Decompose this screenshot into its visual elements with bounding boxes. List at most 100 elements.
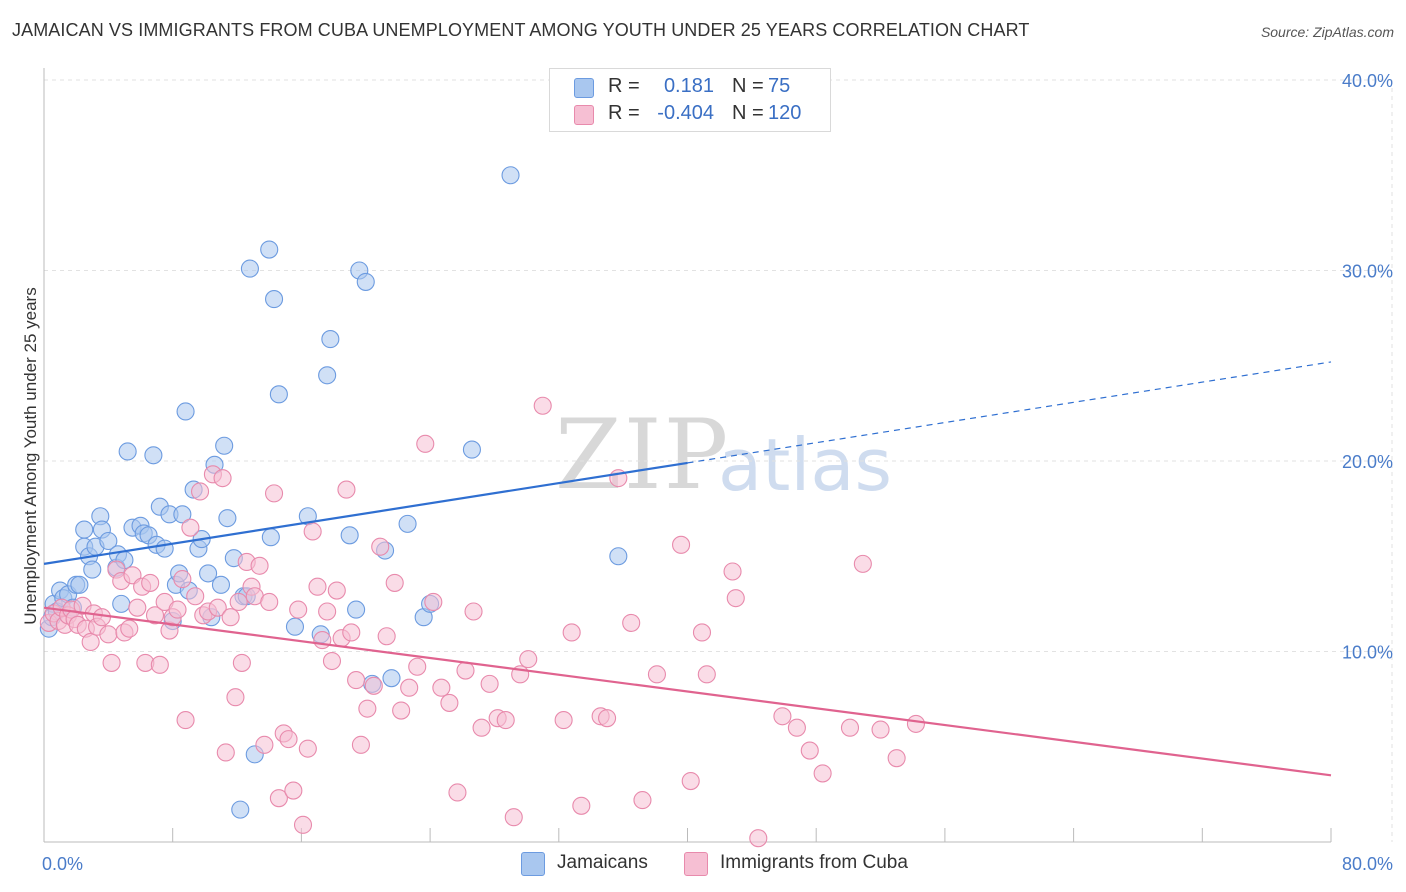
point-cuba <box>221 608 240 627</box>
point-jamaicans <box>75 520 94 539</box>
point-cuba <box>472 718 491 737</box>
series-label-cuba: Immigrants from Cuba <box>720 852 908 873</box>
point-cuba <box>787 718 806 737</box>
point-cuba <box>496 711 515 730</box>
point-cuba <box>800 741 819 760</box>
y-tick-label: 20.0% <box>1342 452 1393 472</box>
point-cuba <box>145 606 165 625</box>
point-jamaicans <box>398 514 417 533</box>
legend-row-cuba: R = -0.404 N = 120 <box>550 102 830 128</box>
source-label: Source: ZipAtlas.com <box>1260 24 1394 40</box>
point-cuba <box>726 589 745 608</box>
point-cuba <box>377 627 396 646</box>
point-jamaicans <box>83 560 102 579</box>
point-cuba <box>128 598 147 617</box>
point-cuba <box>279 730 298 749</box>
point-cuba <box>260 592 279 612</box>
point-cuba <box>519 650 538 669</box>
point-jamaicans <box>340 526 359 545</box>
legend-n-label: N = <box>732 102 764 124</box>
legend-row-jamaicans: R = 0.181 N = 75 <box>550 75 830 101</box>
legend-n-label: N = <box>732 75 764 97</box>
point-cuba <box>672 535 691 554</box>
point-cuba <box>318 602 337 621</box>
point-cuba <box>697 665 716 684</box>
trendline-jamaicans-extension <box>687 361 1332 464</box>
axis-layer <box>43 68 1332 843</box>
point-jamaicans <box>609 547 628 566</box>
legend-n-value: 75 <box>768 75 791 97</box>
point-cuba <box>99 625 118 644</box>
point-jamaicans <box>240 259 259 278</box>
point-cuba <box>298 739 317 758</box>
legend-r-value: 0.181 <box>663 75 714 97</box>
point-cuba <box>424 592 443 612</box>
point-jamaicans <box>70 575 89 594</box>
point-cuba <box>102 653 121 672</box>
point-cuba <box>749 829 768 848</box>
grid-layer <box>44 79 1393 842</box>
point-jamaicans <box>99 531 118 551</box>
point-cuba <box>293 815 313 834</box>
point-cuba <box>81 632 100 652</box>
series-legend: Jamaicans Immigrants from Cuba <box>0 852 1406 878</box>
legend-r-label: R = <box>608 75 640 97</box>
point-cuba <box>190 482 210 501</box>
point-jamaicans <box>260 240 279 259</box>
point-jamaicans <box>462 440 481 459</box>
watermark-zip: ZIP <box>555 399 730 511</box>
legend-swatch-jamaicans <box>574 78 594 98</box>
point-cuba <box>173 570 192 589</box>
chart-title: JAMAICAN VS IMMIGRANTS FROM CUBA UNEMPLO… <box>12 20 1030 40</box>
point-cuba <box>598 709 617 728</box>
point-cuba <box>181 518 200 537</box>
point-cuba <box>213 469 232 488</box>
point-cuba <box>840 718 860 737</box>
point-jamaicans <box>215 436 234 455</box>
legend-r-value: -0.404 <box>657 102 714 124</box>
point-cuba <box>92 608 111 627</box>
point-jamaicans <box>356 272 375 291</box>
point-cuba <box>313 631 332 650</box>
point-cuba <box>887 749 906 768</box>
ticks-layer: 10.0% 20.0% 30.0% 40.0% 0.0% 80.0% <box>42 71 1393 874</box>
point-cuba <box>456 661 475 680</box>
point-jamaicans <box>211 575 231 594</box>
point-jamaicans <box>318 366 337 385</box>
point-cuba <box>120 619 139 638</box>
point-jamaicans <box>347 600 366 619</box>
point-jamaicans <box>382 669 401 688</box>
point-cuba <box>141 573 160 592</box>
point-cuba <box>232 653 251 672</box>
x-tick-label: 0.0% <box>42 854 83 874</box>
point-cuba <box>308 577 327 596</box>
point-cuba <box>813 764 832 783</box>
point-cuba <box>347 671 366 690</box>
point-jamaicans <box>218 509 237 528</box>
point-cuba <box>440 693 459 712</box>
point-cuba <box>150 655 169 674</box>
point-cuba <box>681 771 700 791</box>
point-cuba <box>265 484 284 503</box>
point-cuba <box>400 678 419 697</box>
point-cuba <box>448 783 467 802</box>
point-cuba <box>773 707 792 726</box>
y-tick-label: 30.0% <box>1342 262 1393 282</box>
point-cuba <box>364 676 383 695</box>
stats-legend: R = 0.181 N = 75 R = -0.404 N = 120 <box>549 68 831 132</box>
point-cuba <box>416 434 435 453</box>
point-cuba <box>216 743 235 762</box>
point-jamaicans <box>173 505 192 524</box>
point-cuba <box>168 600 187 619</box>
point-cuba <box>504 808 523 827</box>
point-cuba <box>562 623 581 642</box>
point-jamaicans <box>265 290 284 309</box>
legend-n-value: 120 <box>768 102 802 124</box>
point-cuba <box>186 587 205 606</box>
point-cuba <box>269 789 288 808</box>
point-cuba <box>337 480 356 499</box>
point-cuba <box>229 592 248 612</box>
point-jamaicans <box>321 330 340 349</box>
point-cuba <box>392 701 411 720</box>
